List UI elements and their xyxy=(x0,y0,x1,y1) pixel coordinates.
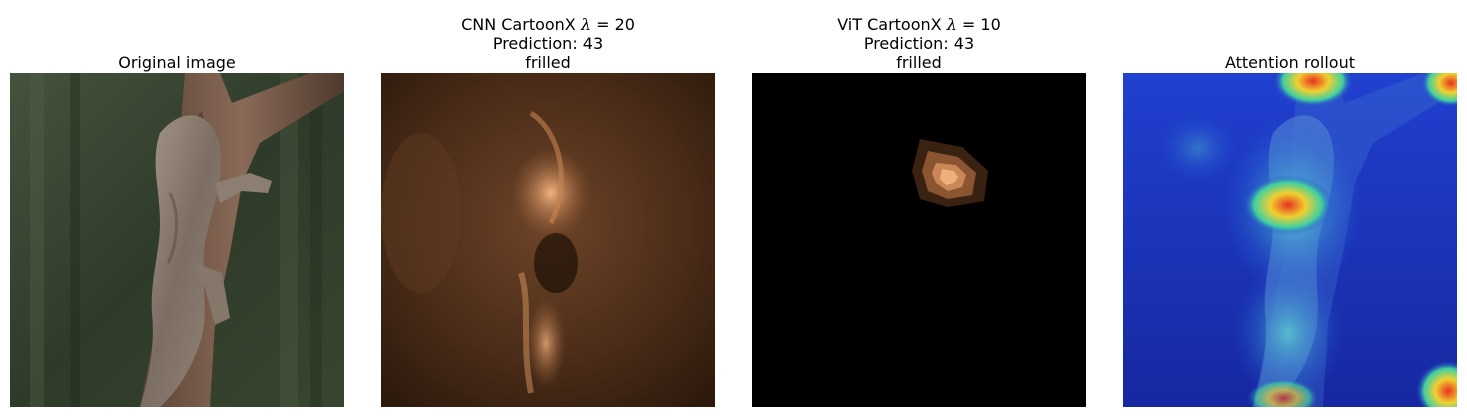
panel-original: Original image xyxy=(10,0,344,417)
lambda-symbol: λ xyxy=(580,15,591,34)
panel-title: Attention rollout xyxy=(1083,53,1467,72)
title-line: Attention rollout xyxy=(1224,53,1356,72)
title-suffix: = 10 xyxy=(956,15,1001,34)
cnn-cartoonx-map xyxy=(381,73,715,407)
title-line: ViT CartoonX λ = 10 xyxy=(712,15,1126,34)
panel-title: Original image xyxy=(0,53,384,72)
title-line: Original image xyxy=(118,53,236,72)
panel-title: CNN CartoonX λ = 20 Prediction: 43 frill… xyxy=(341,15,755,72)
panel-vit-cartoonx: ViT CartoonX λ = 10 Prediction: 43 frill… xyxy=(752,0,1086,417)
title-prefix: CNN CartoonX xyxy=(461,15,581,34)
panel-attention-rollout: Attention rollout xyxy=(1123,0,1457,417)
panel-title: ViT CartoonX λ = 10 Prediction: 43 frill… xyxy=(712,15,1126,72)
original-image xyxy=(10,73,344,407)
title-suffix: = 20 xyxy=(591,15,635,34)
title-prefix: ViT CartoonX xyxy=(837,15,947,34)
black-explanation-map xyxy=(752,73,1086,407)
vit-cartoonx-map xyxy=(752,73,1086,407)
jet-attention-overlay xyxy=(1123,73,1457,407)
class-label: frilled xyxy=(896,53,942,72)
prediction-label: Prediction: 43 xyxy=(863,34,975,53)
title-line: CNN CartoonX λ = 20 xyxy=(341,15,755,34)
copper-explanation-map xyxy=(381,73,715,407)
prediction-label: Prediction: 43 xyxy=(492,34,604,53)
panel-cnn-cartoonx: CNN CartoonX λ = 20 Prediction: 43 frill… xyxy=(381,0,715,417)
class-label: frilled xyxy=(525,53,571,72)
lizard-photo xyxy=(10,73,344,407)
lambda-symbol: λ xyxy=(946,15,957,34)
attention-rollout-map xyxy=(1123,73,1457,407)
